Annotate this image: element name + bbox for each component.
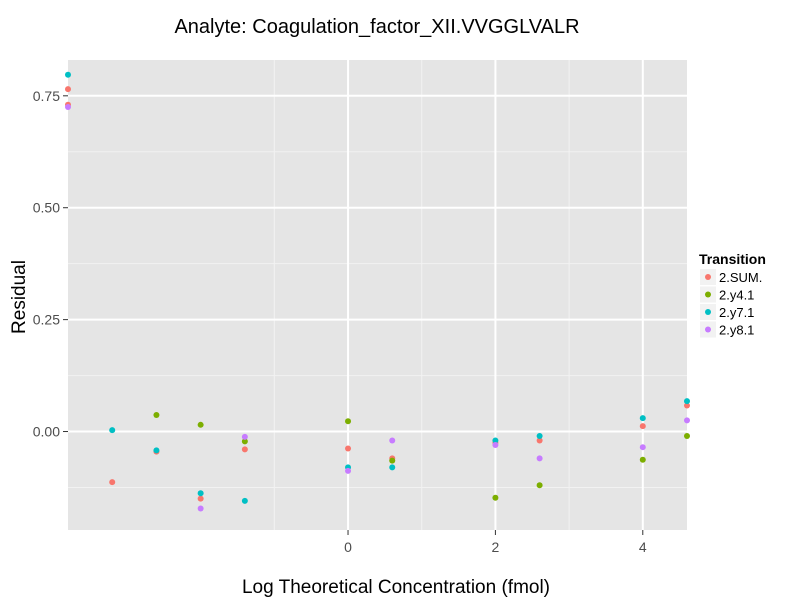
data-point-2-y4-1 — [153, 411, 160, 418]
legend-key-point — [705, 309, 711, 315]
legend-key-point — [705, 291, 711, 298]
data-point-2-y7-1 — [536, 433, 543, 439]
legend-label: 2.y7.1 — [719, 305, 754, 320]
legend-title: Transition — [699, 251, 766, 267]
data-point-2-y7-1 — [241, 497, 248, 504]
y-tick-label: 0.50 — [33, 200, 60, 216]
x-tick-label: 2 — [492, 539, 500, 555]
x-axis-label: Log Theoretical Concentration (fmol) — [242, 577, 550, 598]
legend-label: 2.SUM. — [719, 270, 762, 285]
data-point-2-y7-1 — [153, 447, 160, 454]
chart-title: Analyte: Coagulation_factor_XII.VVGGLVAL… — [174, 16, 579, 38]
data-point-2-y7-1 — [389, 464, 396, 471]
data-point-2-y7-1 — [639, 415, 646, 422]
data-point-2-y7-1 — [109, 427, 116, 434]
data-point-2-y4-1 — [345, 418, 352, 425]
y-axis-label: Residual — [9, 260, 30, 334]
x-tick-label: 0 — [344, 539, 352, 555]
legend-label: 2.y4.1 — [719, 288, 754, 303]
data-point-2-y4-1 — [684, 433, 690, 439]
data-point-2-sum- — [197, 495, 204, 502]
data-point-2-sum- — [639, 423, 646, 430]
legend-key-point — [705, 326, 711, 333]
y-tick-label: 0.00 — [33, 424, 60, 440]
data-points — [65, 71, 690, 512]
data-point-2-y8-1 — [389, 437, 396, 444]
data-point-2-y4-1 — [492, 494, 499, 501]
legend-key-point — [705, 274, 711, 280]
legend: Transition 2.SUM. 2.y4.1 2.y7.1 2.y8.1 — [699, 251, 766, 338]
data-point-2-y7-1 — [492, 437, 499, 444]
data-point-2-y4-1 — [389, 457, 396, 464]
y-tick-label: 0.75 — [33, 88, 60, 104]
data-point-2-sum- — [109, 479, 116, 486]
data-point-2-y8-1 — [492, 441, 499, 448]
data-point-2-y7-1 — [197, 490, 204, 497]
panel-background — [68, 60, 687, 530]
data-point-2-sum- — [241, 446, 248, 453]
plot-panel — [68, 60, 687, 530]
data-point-2-sum- — [684, 402, 690, 409]
y-tick-label: 0.25 — [33, 312, 60, 328]
data-point-2-y8-1 — [536, 455, 543, 462]
data-point-2-y8-1 — [197, 505, 204, 512]
data-point-2-y8-1 — [639, 444, 646, 451]
data-point-2-y7-1 — [65, 71, 71, 78]
data-point-2-y4-1 — [241, 438, 248, 445]
data-point-2-y8-1 — [241, 433, 248, 440]
x-tick-label: 4 — [639, 539, 647, 555]
data-point-2-y8-1 — [345, 467, 352, 474]
data-point-2-y7-1 — [684, 398, 690, 405]
legend-label: 2.y8.1 — [719, 323, 754, 338]
data-point-2-y8-1 — [684, 417, 690, 424]
data-point-2-y4-1 — [639, 456, 646, 463]
data-point-2-sum- — [65, 86, 71, 93]
data-point-2-y4-1 — [197, 421, 204, 428]
data-point-2-sum- — [345, 445, 352, 452]
data-point-2-y4-1 — [536, 482, 543, 489]
axis-ticks: 0 2 4 0.00 0.25 0.50 0.75 — [33, 88, 647, 555]
data-point-2-y8-1 — [65, 104, 71, 110]
data-point-2-sum- — [536, 437, 543, 444]
